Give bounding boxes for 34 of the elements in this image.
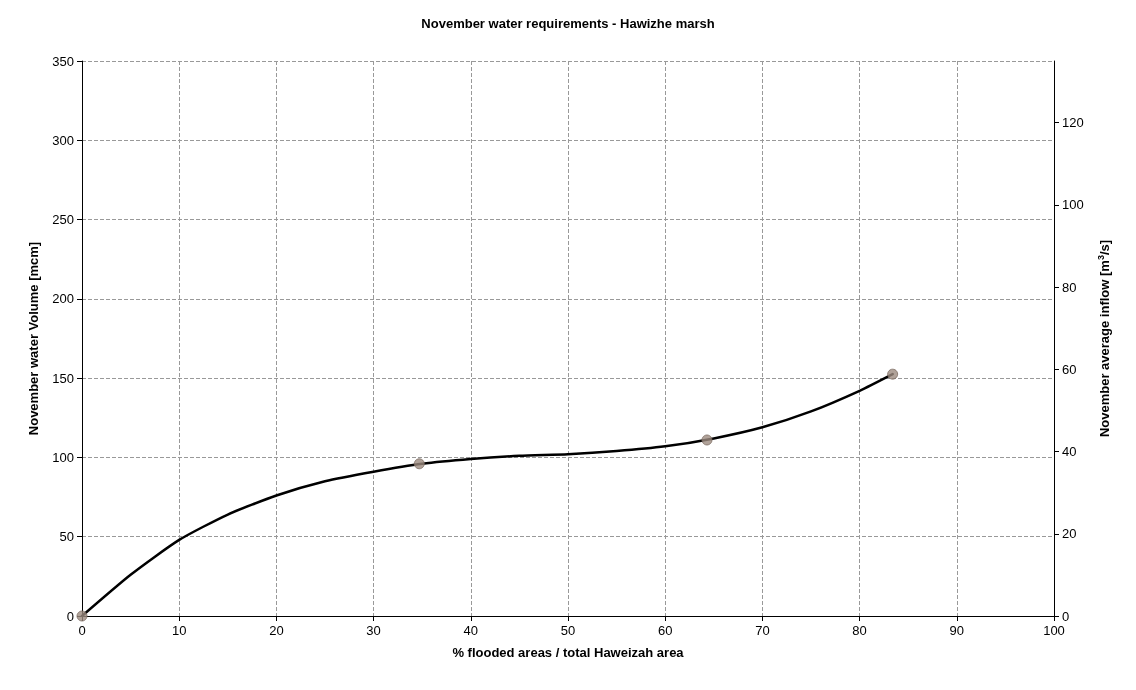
y2-tick-label: 0 — [1062, 608, 1070, 624]
y2-tick-label: 100 — [1062, 197, 1084, 213]
y-tick-label: 150 — [52, 370, 74, 386]
y-axis-title: November water Volume [mcm] — [26, 241, 41, 436]
point — [887, 368, 899, 380]
y2-tick-label: 80 — [1062, 279, 1077, 295]
x-tick-label: 10 — [171, 623, 187, 638]
y-tick-label: 0 — [66, 608, 74, 624]
x-tick-label: 50 — [560, 623, 576, 638]
x-tick-label: 90 — [949, 623, 965, 638]
point — [76, 610, 88, 622]
x-tick-label: 70 — [755, 623, 770, 638]
x-tick-label: 30 — [366, 623, 381, 638]
y2-axis-title: November average inflow [m3/s] — [1095, 239, 1112, 438]
y-tick-label: 200 — [52, 291, 74, 307]
y2-tick-label: 60 — [1062, 361, 1077, 377]
x-axis-title: % flooded areas / total Haweizah area — [452, 645, 685, 660]
x-tick-label: 80 — [852, 623, 867, 638]
chart-title: November water requirements - Hawizhe marsh — [421, 16, 715, 31]
y-tick-label: 350 — [52, 53, 74, 69]
point — [701, 434, 713, 446]
y2-tick-label: 40 — [1062, 444, 1077, 460]
y-tick-label: 100 — [52, 449, 74, 465]
x-tick-label: 40 — [463, 623, 479, 638]
y2-tick-label: 20 — [1062, 526, 1077, 542]
x-tick-label: 0 — [78, 623, 86, 638]
x-tick-label: 20 — [269, 623, 284, 638]
y2-tick-label: 120 — [1062, 115, 1084, 131]
x-tick-label: 100 — [1043, 623, 1065, 638]
y-tick-label: 250 — [52, 212, 74, 228]
point — [413, 458, 425, 470]
x-tick-label: 60 — [657, 623, 673, 638]
y-tick-label: 300 — [52, 132, 74, 148]
y-tick-label: 50 — [59, 529, 74, 545]
